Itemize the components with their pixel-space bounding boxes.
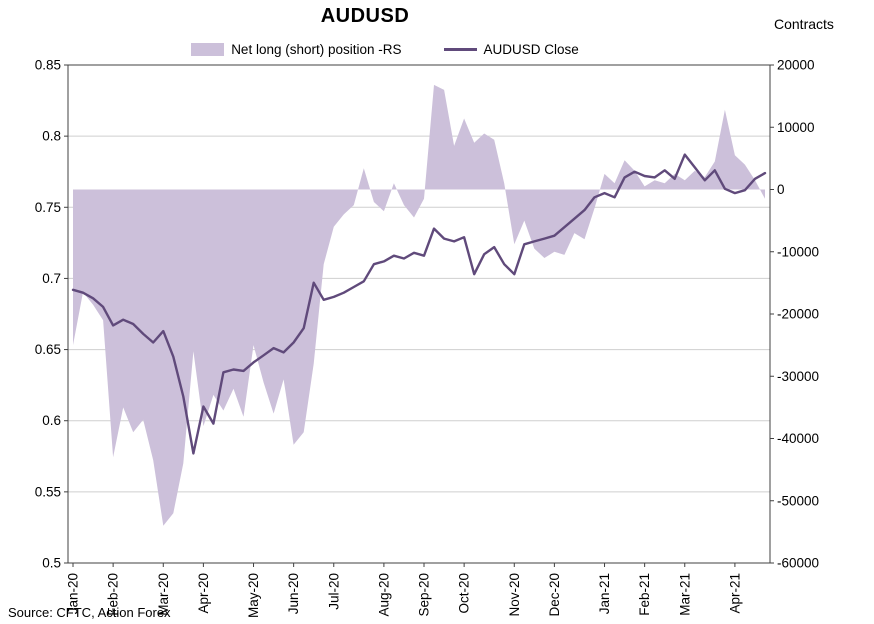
right-axis-tick-label: 10000 (777, 120, 815, 135)
left-axis-tick-label: 0.8 (42, 129, 61, 144)
chart-title: AUDUSD (320, 5, 410, 27)
x-axis-tick-label: Dec-20 (547, 573, 562, 617)
right-axis-tick-label: 0 (777, 182, 785, 197)
x-axis-tick-label: Apr-20 (196, 573, 211, 614)
x-axis-tick-label: May-20 (246, 573, 261, 618)
right-axis-tick-label: -40000 (777, 431, 819, 446)
x-axis-tick-label: Sep-20 (417, 573, 432, 617)
left-axis-tick-label: 0.6 (42, 413, 61, 428)
left-axis-tick-label: 0.85 (35, 58, 61, 73)
x-axis-tick-label: Apr-21 (727, 573, 742, 614)
right-axis-tick-label: -60000 (777, 556, 819, 571)
x-axis-tick-label: Jan-21 (597, 573, 612, 614)
legend-item-net-position: Net long (short) position -RS (191, 42, 402, 57)
area-swatch-icon (191, 43, 225, 56)
x-axis-tick-label: Feb-20 (106, 573, 121, 616)
x-axis-tick-label: Jun-20 (286, 573, 301, 614)
left-axis-tick-label: 0.5 (42, 556, 61, 571)
audusd-close-line-series (71, 153, 767, 455)
x-axis-tick-label: Oct-20 (457, 573, 472, 614)
left-axis-tick-label: 0.55 (35, 484, 61, 499)
x-axis-tick-label: Jul-20 (326, 573, 341, 610)
legend: Net long (short) position -RS AUDUSD Clo… (0, 42, 770, 57)
source-note: Source: CFTC, Action Forex (8, 605, 171, 620)
left-axis-tick-label: 0.75 (35, 200, 61, 215)
right-axis-tick-label: -50000 (777, 493, 819, 508)
x-axis-tick-label: Aug-20 (376, 573, 391, 617)
x-axis-tick-label: Jan-20 (66, 573, 81, 614)
legend-item-audusd-close: AUDUSD Close (443, 42, 579, 57)
right-axis-title: Contracts (774, 16, 834, 32)
right-axis-tick-label: 20000 (777, 58, 815, 73)
right-axis-tick-label: -10000 (777, 244, 819, 259)
legend-area-label: Net long (short) position -RS (231, 42, 402, 57)
x-axis-tick-label: Mar-21 (677, 573, 692, 616)
right-axis-tick-label: -30000 (777, 369, 819, 384)
net-position-area-series (73, 84, 765, 526)
x-axis-tick-label: Nov-20 (507, 573, 522, 617)
x-axis-tick-label: Mar-20 (156, 573, 171, 616)
x-axis-tick-label: Feb-21 (637, 573, 652, 616)
left-axis-tick-label: 0.7 (42, 271, 61, 286)
left-axis-tick-label: 0.65 (35, 342, 61, 357)
line-swatch-icon (443, 48, 477, 51)
legend-line-label: AUDUSD Close (483, 42, 579, 57)
right-axis-tick-label: -20000 (777, 307, 819, 322)
